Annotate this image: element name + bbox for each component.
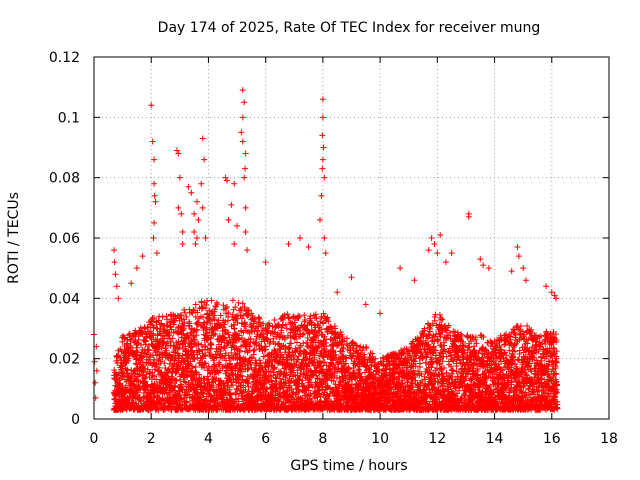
roti-point — [151, 366, 158, 373]
roti-point — [150, 315, 157, 322]
roti-point — [131, 382, 138, 389]
roti-point — [132, 360, 139, 367]
roti-point — [121, 335, 128, 342]
roti-point — [168, 338, 175, 345]
roti-point — [113, 395, 120, 402]
roti-point — [176, 344, 183, 351]
roti-point — [159, 313, 166, 320]
roti-point — [139, 364, 146, 371]
roti-point — [143, 334, 150, 341]
roti-point — [141, 337, 148, 344]
roti-point — [155, 317, 162, 324]
roti-point — [123, 340, 130, 347]
roti-point — [151, 381, 158, 388]
roti-point — [166, 351, 173, 358]
roti-point — [172, 370, 179, 377]
roti-point — [172, 382, 179, 389]
roti-point — [169, 335, 176, 342]
roti-point — [153, 376, 160, 383]
roti-point — [122, 384, 129, 391]
data-points — [91, 87, 561, 413]
roti-point — [119, 382, 126, 389]
roti-point — [150, 330, 157, 337]
roti-point — [125, 355, 132, 362]
roti-point — [147, 321, 154, 328]
roti-point — [141, 365, 148, 372]
roti-point — [143, 371, 150, 378]
roti-point — [144, 384, 151, 391]
roti-point — [124, 366, 131, 373]
roti-point — [139, 372, 146, 379]
roti-point — [140, 362, 147, 369]
roti-point — [170, 321, 177, 328]
roti-point — [177, 376, 184, 383]
roti-point — [138, 342, 145, 349]
roti-point — [151, 356, 158, 363]
roti-point — [173, 377, 180, 384]
roti-point — [169, 364, 176, 371]
roti-point — [154, 331, 161, 338]
roti-point — [153, 318, 160, 325]
roti-point — [150, 324, 157, 331]
roti-point — [163, 350, 170, 357]
roti-point — [146, 370, 153, 377]
roti-point — [156, 364, 163, 371]
roti-point — [165, 368, 172, 375]
roti-point — [161, 360, 168, 367]
roti-point — [117, 346, 124, 353]
roti-point — [128, 373, 135, 380]
roti-point — [123, 406, 130, 413]
roti-point — [134, 340, 141, 347]
roti-point — [159, 339, 166, 346]
roti-point — [153, 361, 160, 368]
roti-point — [168, 326, 175, 333]
roti-point — [151, 373, 158, 380]
roti-point — [150, 359, 157, 366]
roti-point — [164, 367, 171, 374]
roti-point — [153, 325, 160, 332]
